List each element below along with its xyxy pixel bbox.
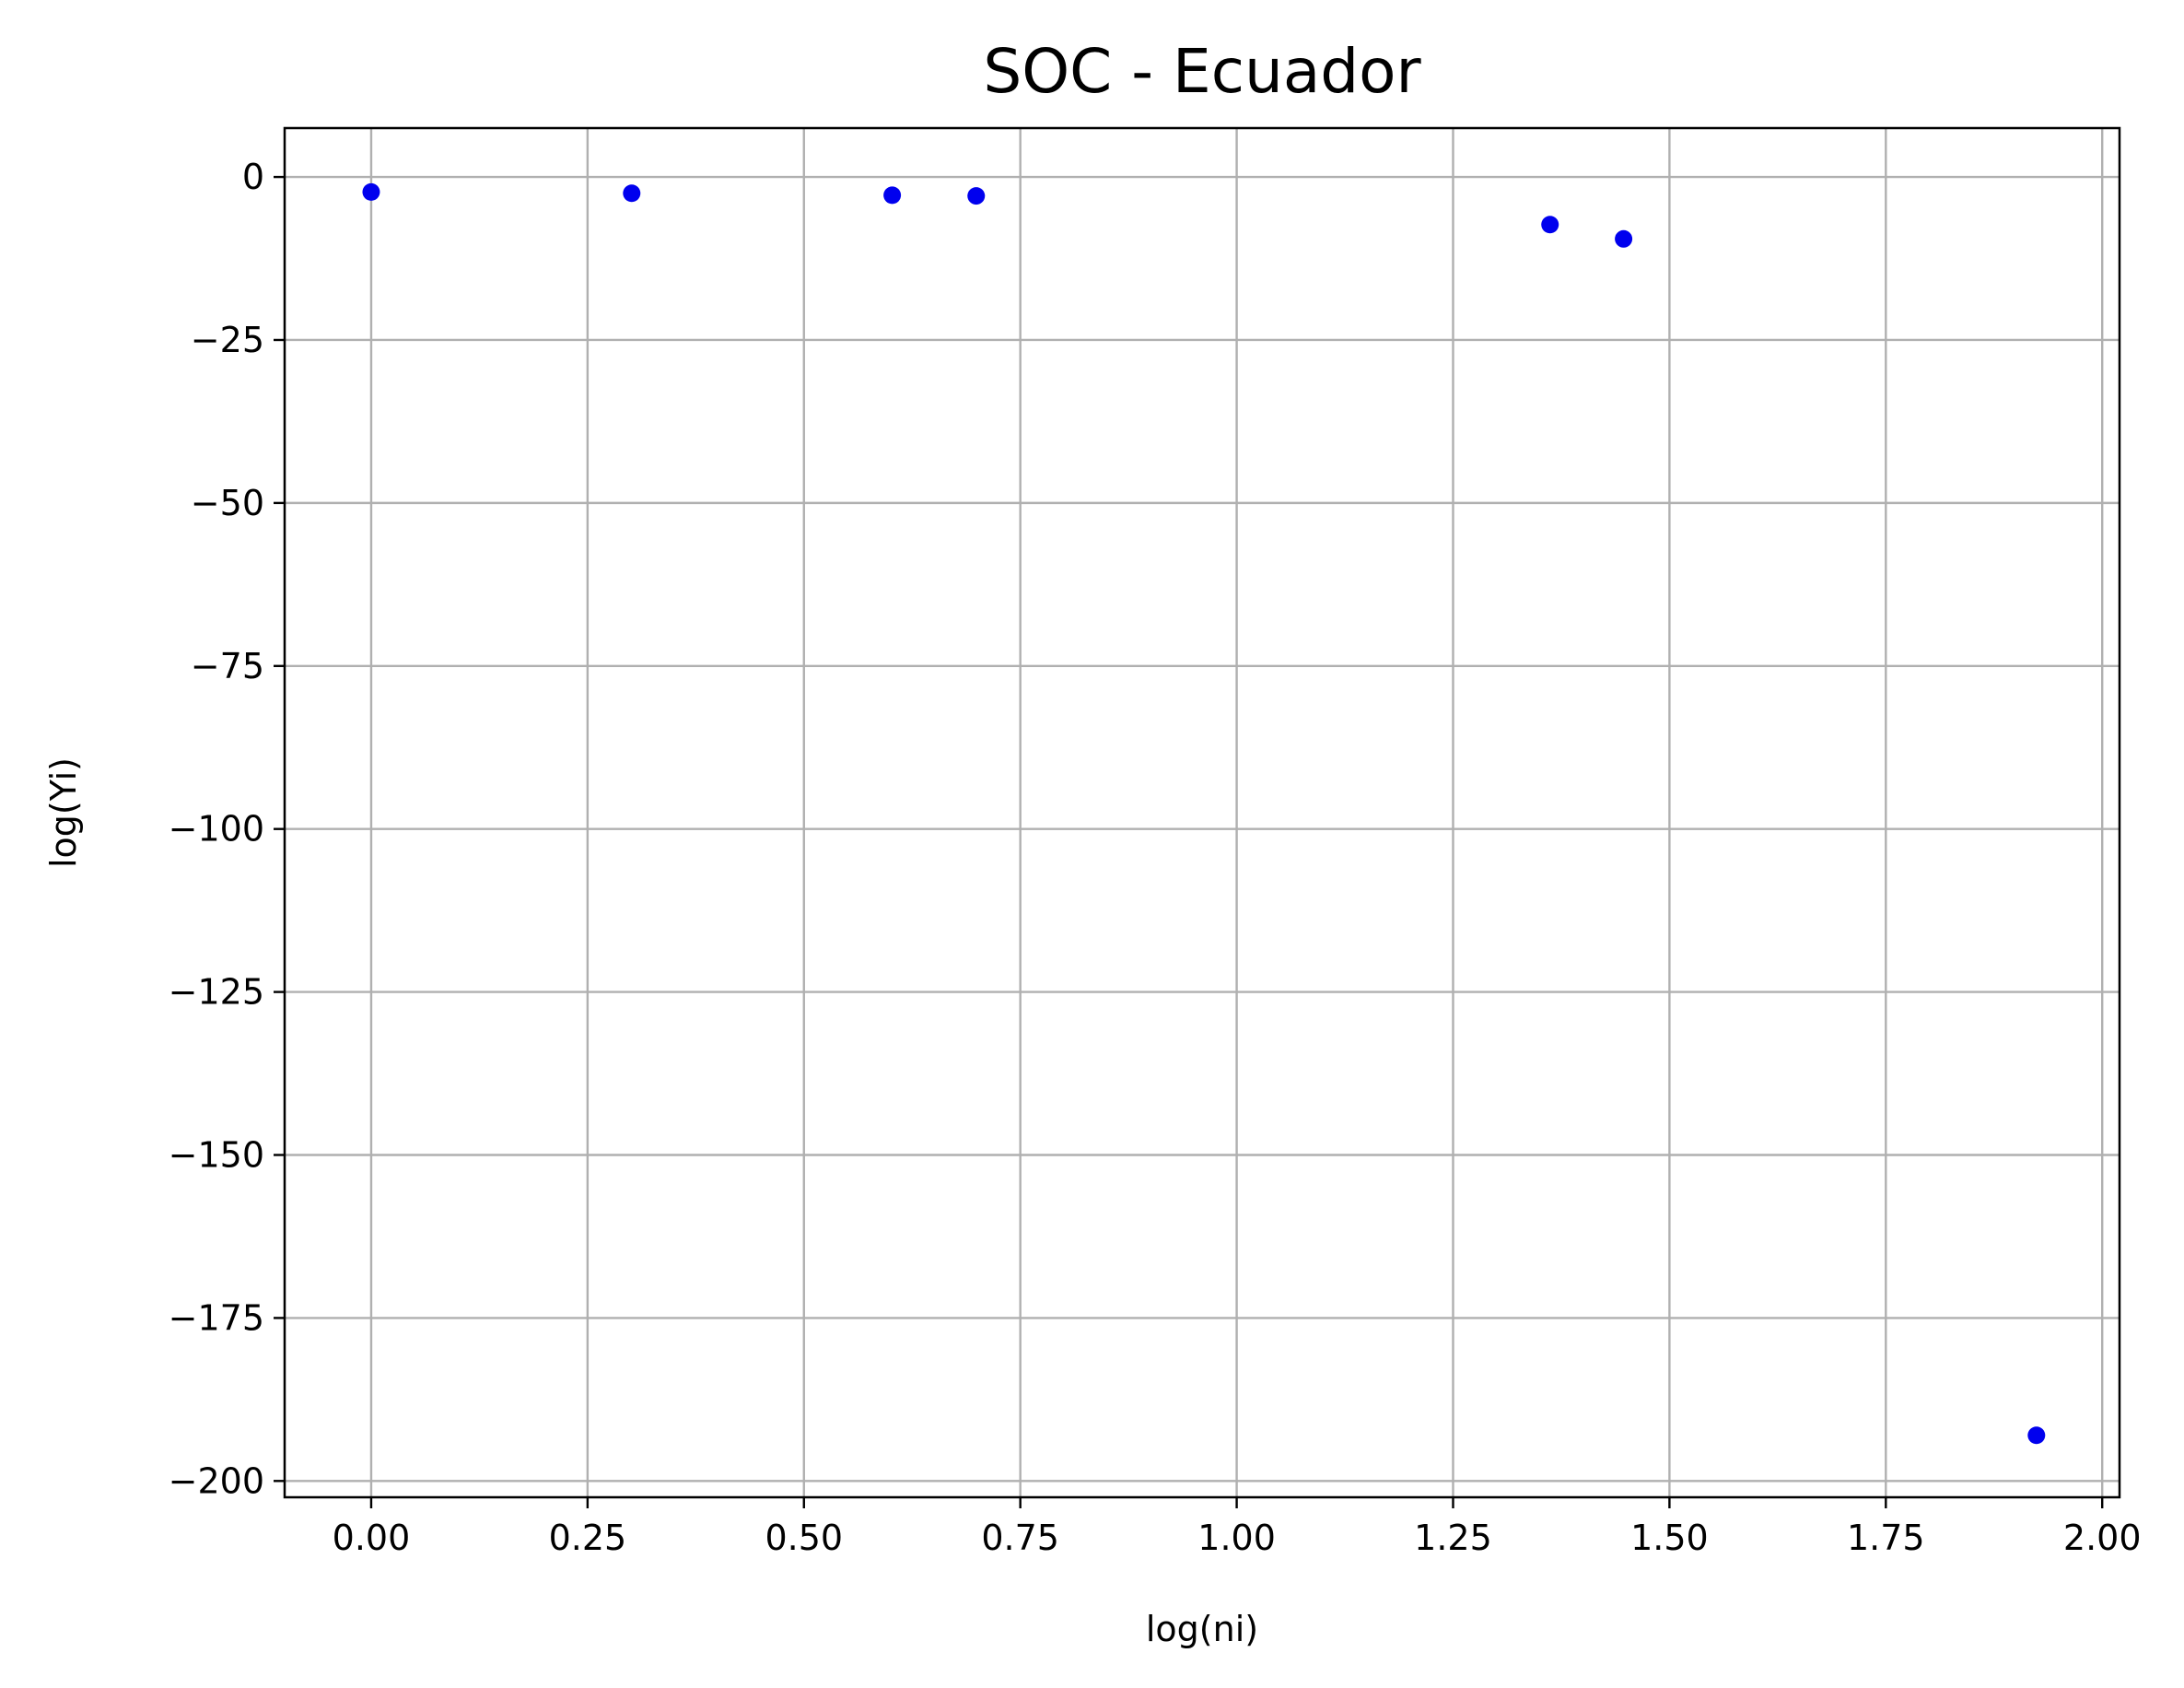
y-tick-label: −150 xyxy=(169,1135,264,1176)
x-tick-label: 0.00 xyxy=(333,1518,411,1558)
y-tick-label: −100 xyxy=(169,809,264,850)
x-tick-label: 0.25 xyxy=(549,1518,627,1558)
y-tick-label: −75 xyxy=(191,646,264,686)
y-axis-label: log(Yi) xyxy=(43,757,84,868)
data-point xyxy=(623,184,641,203)
y-tick-label: −125 xyxy=(169,972,264,1013)
x-axis-label: log(ni) xyxy=(1146,1609,1258,1649)
y-tick-label: −25 xyxy=(191,320,264,360)
data-point xyxy=(362,182,380,201)
data-point xyxy=(1541,216,1559,234)
x-tick-label: 1.75 xyxy=(1847,1518,1925,1558)
x-tick-label: 0.50 xyxy=(765,1518,843,1558)
y-tick-label: 0 xyxy=(242,157,264,197)
y-tick-label: −175 xyxy=(169,1297,264,1338)
plot-frame xyxy=(283,126,2121,1499)
x-tick-label: 2.00 xyxy=(2063,1518,2142,1558)
data-point xyxy=(883,186,902,205)
data-point xyxy=(2027,1426,2046,1445)
x-tick-label: 1.50 xyxy=(1630,1518,1709,1558)
x-tick-label: 1.25 xyxy=(1414,1518,1492,1558)
axis-ticks: 0.00 0.25 0.50 0.75 1.00 1.25 1.50 1.75 2.00 0 −25… xyxy=(169,157,2142,1558)
y-tick-label: −50 xyxy=(191,483,264,523)
x-tick-label: 0.75 xyxy=(981,1518,1059,1558)
data-point xyxy=(1615,229,1633,248)
grid-lines xyxy=(285,128,2120,1497)
data-points xyxy=(362,182,2046,1445)
y-tick-label: −200 xyxy=(169,1460,264,1501)
chart-title: SOC - Ecuador xyxy=(983,36,1421,107)
x-tick-label: 1.00 xyxy=(1197,1518,1276,1558)
data-point xyxy=(967,187,986,205)
